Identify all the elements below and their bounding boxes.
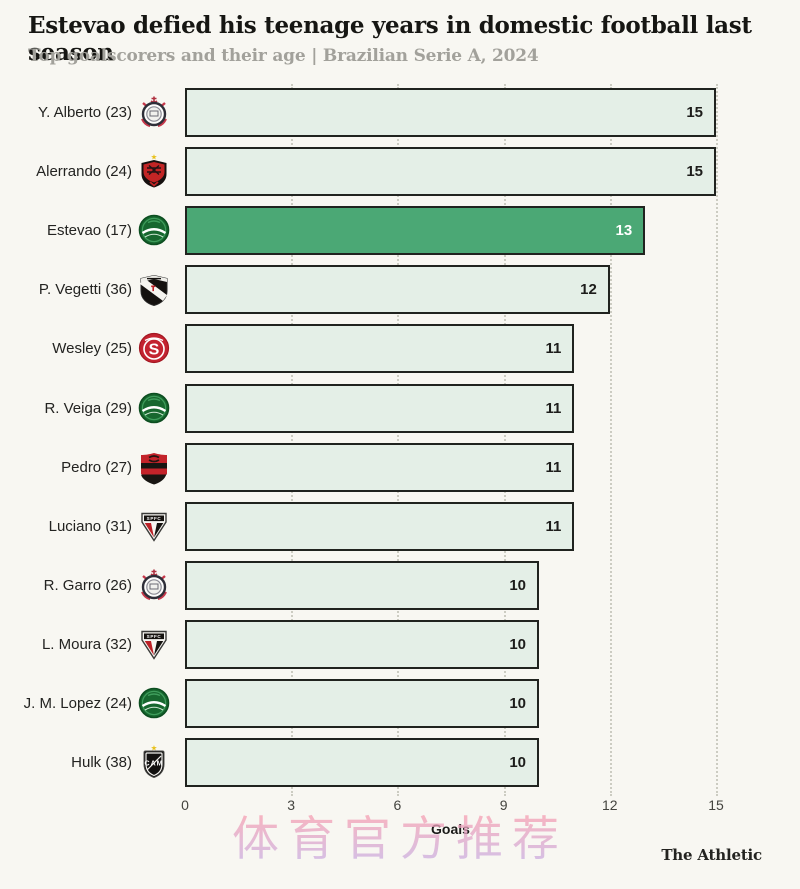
player-name-label: R. Garro (26) (43, 576, 132, 594)
player-row: Estevao (17) 13 (0, 206, 800, 256)
svg-text:S: S (149, 342, 160, 359)
goals-value-label: 11 (545, 340, 562, 358)
player-name-label: Alerrando (24) (36, 163, 132, 181)
goals-value-label: 12 (580, 281, 597, 299)
chart-subtitle: Top goalscorers and their age | Brazilia… (28, 46, 539, 66)
player-row: P. Vegetti (36) 12 (0, 265, 800, 315)
x-axis-tick-label: 3 (287, 797, 296, 813)
gridline (291, 84, 294, 796)
goals-value-label: 11 (545, 517, 562, 535)
goals-bar: 11 (185, 442, 575, 492)
player-name-label: Pedro (27) (61, 458, 132, 476)
x-axis-label: Goals (431, 821, 470, 837)
palmeiras-crest-icon (136, 212, 172, 248)
player-name-label: J. M. Lopez (24) (23, 695, 132, 712)
goals-bar: 10 (185, 560, 539, 610)
player-row: J. M. Lopez (24) 10 (0, 679, 800, 728)
player-name-label: L. Moura (32) (41, 635, 132, 653)
player-name-label: Hulk (38) (71, 754, 132, 772)
goals-bar: 12 (185, 265, 610, 315)
x-axis-tick-label: 9 (499, 797, 508, 813)
goals-bar: 10 (185, 619, 539, 669)
player-row: Hulk (38) ★ CAM 10 (0, 738, 800, 788)
the-athletic-logo: The Athletic (661, 846, 762, 864)
x-axis-tick-label: 6 (393, 797, 402, 813)
player-row: Y. Alberto (23) 15 (0, 88, 800, 137)
goals-bar: 15 (185, 147, 716, 197)
chart-title: Estevao defied his teenage years in dome… (28, 12, 752, 66)
gridline (503, 84, 506, 796)
player-row: R. Garro (26) 10 (0, 560, 800, 610)
x-axis-tick-label: 12 (602, 797, 618, 813)
goals-bar: 11 (185, 383, 575, 433)
player-row: L. Moura (32) SPFC 10 (0, 619, 800, 669)
palmeiras-crest-icon (136, 390, 172, 426)
svg-text:SPFC: SPFC (147, 516, 162, 521)
goals-value-label: 13 (615, 222, 633, 240)
player-row: Wesley (25) S 11 (0, 324, 800, 374)
palmeiras-crest-icon (136, 685, 172, 721)
goals-bar: 10 (185, 679, 539, 728)
goals-value-label: 11 (545, 399, 562, 417)
goals-bar: 11 (185, 324, 575, 374)
goals-bar: 13 (185, 206, 646, 256)
player-row: Pedro (27) 11 (0, 442, 800, 492)
player-name-label: Y. Alberto (23) (38, 104, 132, 121)
goals-value-label: 10 (509, 635, 526, 653)
goals-value-label: 15 (686, 104, 703, 121)
gridline (716, 84, 718, 796)
svg-text:CAM: CAM (145, 761, 164, 768)
vasco-da-gama-crest-icon (136, 271, 172, 307)
gridline (397, 84, 400, 796)
goals-value-label: 10 (509, 576, 526, 594)
player-name-label: Estevao (17) (46, 222, 132, 240)
goals-value-label: 10 (509, 695, 526, 712)
internacional-crest-icon: S (136, 330, 172, 366)
gridline (609, 84, 612, 796)
flamengo-crest-icon (136, 449, 172, 485)
svg-text:★: ★ (151, 744, 158, 753)
svg-text:★: ★ (151, 153, 158, 162)
player-name-label: P. Vegetti (36) (38, 281, 132, 299)
x-axis-tick-label: 0 (181, 797, 189, 813)
corinthians-crest-icon (136, 567, 172, 603)
player-name-label: Luciano (31) (48, 517, 132, 535)
svg-text:SPFC: SPFC (147, 634, 162, 639)
goals-bar: 11 (185, 501, 575, 551)
player-name-label: R. Veiga (29) (44, 399, 132, 417)
player-row: Alerrando (24) ★ 15 (0, 147, 800, 197)
corinthians-crest-icon (136, 94, 172, 130)
goals-value-label: 11 (545, 458, 562, 476)
sao-paulo-crest-icon: SPFC (136, 508, 172, 544)
player-row: R. Veiga (29) 11 (0, 383, 800, 433)
goals-bar: 15 (185, 88, 716, 137)
goals-value-label: 10 (509, 754, 526, 772)
sao-paulo-crest-icon: SPFC (136, 626, 172, 662)
player-row: Luciano (31) SPFC 11 (0, 501, 800, 551)
x-axis-tick-label: 15 (708, 797, 724, 813)
player-name-label: Wesley (25) (52, 340, 132, 358)
goals-bar: 10 (185, 738, 539, 788)
gridlines (0, 84, 800, 796)
atletico-mineiro-crest-icon: ★ CAM (136, 744, 172, 780)
vitoria-crest-icon: ★ (136, 153, 172, 189)
goals-value-label: 15 (686, 163, 703, 181)
